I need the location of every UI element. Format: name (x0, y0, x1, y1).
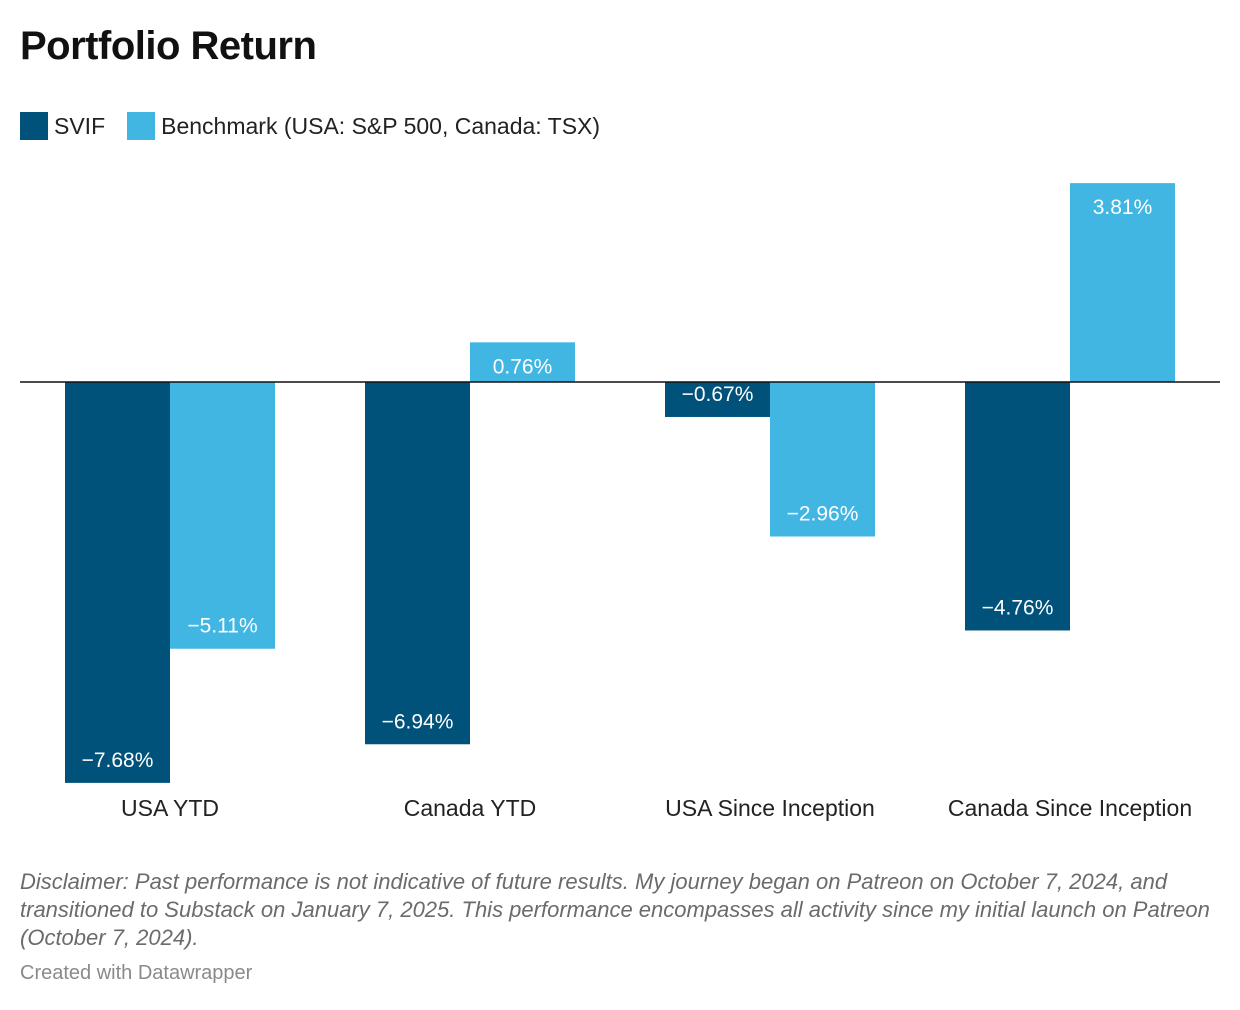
bar-svif-2 (665, 382, 770, 417)
category-label-0: USA YTD (121, 795, 219, 821)
chart-title: Portfolio Return (20, 24, 317, 68)
legend-label-benchmark: Benchmark (USA: S&P 500, Canada: TSX) (161, 112, 601, 139)
datawrapper-credit: Created with Datawrapper (20, 962, 253, 984)
value-label-benchmark-0: −5.11% (187, 615, 257, 638)
legend: SVIF Benchmark (USA: S&P 500, Canada: TS… (20, 112, 622, 140)
bar-svif-1 (365, 382, 470, 745)
bar-benchmark-3 (1070, 183, 1175, 382)
value-label-benchmark-1: 0.76% (493, 355, 553, 378)
value-label-svif-1: −6.94% (382, 710, 454, 733)
legend-item-svif: SVIF (20, 112, 105, 140)
bar-svif-0 (65, 382, 170, 783)
value-label-benchmark-2: −2.96% (787, 503, 859, 526)
legend-swatch-benchmark (127, 112, 156, 140)
category-label-1: Canada YTD (404, 795, 537, 821)
value-label-svif-2: −0.67% (682, 383, 754, 406)
category-label-2: USA Since Inception (665, 795, 875, 821)
bar-benchmark-2 (770, 382, 875, 537)
value-label-svif-3: −4.76% (982, 596, 1054, 619)
legend-label-svif: SVIF (54, 112, 106, 139)
bar-svif-3 (965, 382, 1070, 631)
value-label-benchmark-3: 3.81% (1093, 196, 1153, 219)
legend-item-benchmark: Benchmark (USA: S&P 500, Canada: TSX) (127, 112, 600, 140)
bar-benchmark-1 (470, 342, 575, 382)
bar-chart: −7.68% −5.11% USA YTD −6.94% 0.76% Canada YTD… (20, 183, 1220, 821)
disclaimer: Disclaimer: Past performance is not indi… (20, 869, 1210, 950)
value-label-svif-0: −7.68% (82, 749, 154, 772)
category-label-3: Canada Since Inception (948, 795, 1192, 821)
legend-swatch-svif (20, 112, 48, 140)
bar-benchmark-0 (170, 382, 275, 649)
